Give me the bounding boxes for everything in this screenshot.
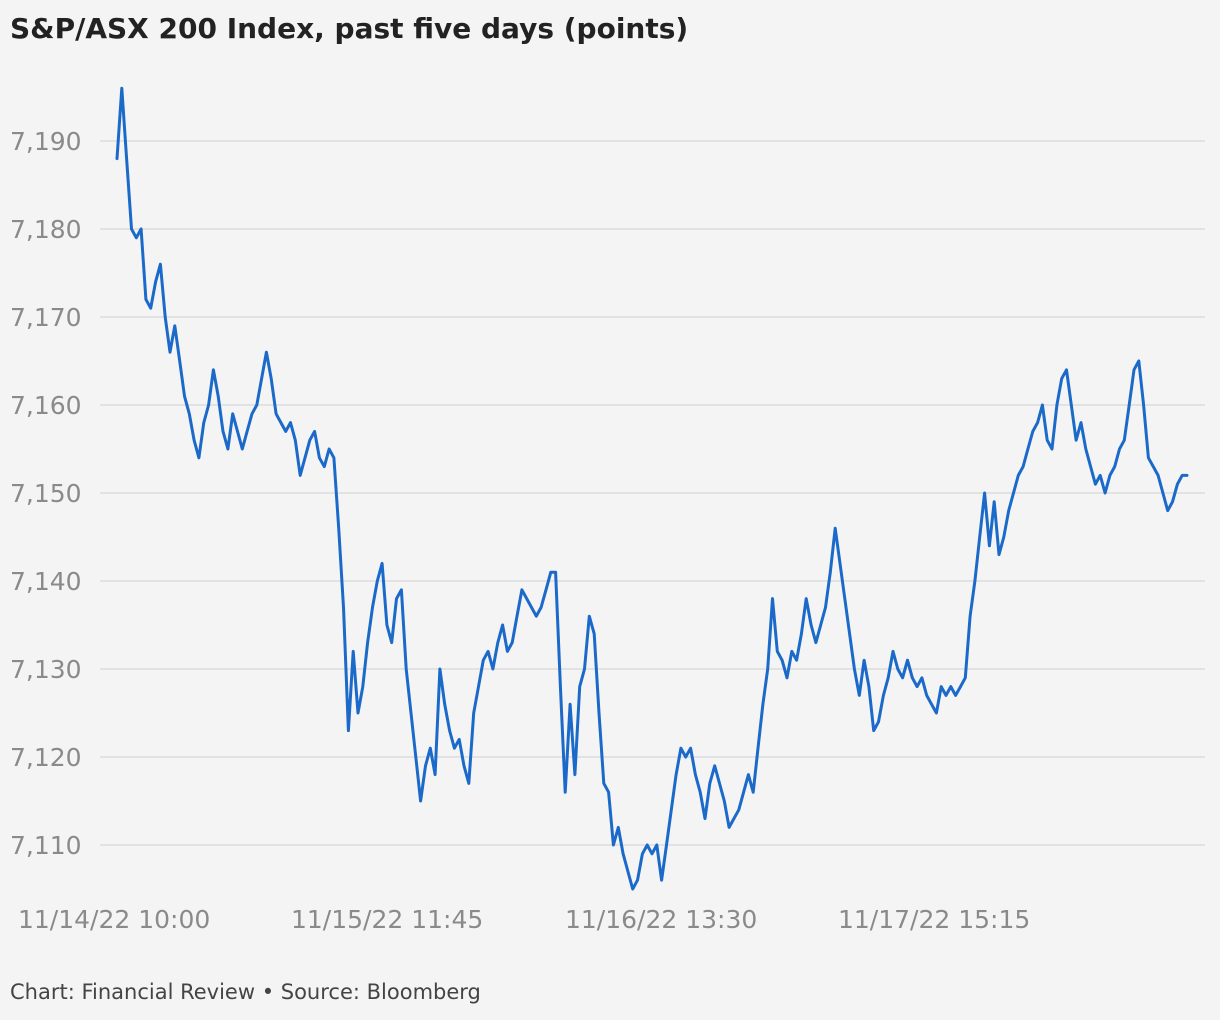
y-tick-label: 7,140	[10, 567, 82, 596]
y-tick-label: 7,170	[10, 303, 82, 332]
gridlines	[100, 140, 1205, 846]
y-tick-label: 7,160	[10, 391, 82, 420]
chart-title: S&P/ASX 200 Index, past five days (point…	[10, 12, 689, 45]
y-tick-label: 7,180	[10, 215, 82, 244]
chart-source-footer: Chart: Financial Review • Source: Bloomb…	[10, 980, 481, 1004]
y-tick-label: 7,130	[10, 655, 82, 684]
y-tick-label: 7,110	[10, 831, 82, 860]
series-line	[115, 86, 1189, 891]
y-tick-label: 7,120	[10, 743, 82, 772]
line-chart: 7,110 7,120 7,130 7,140 7,150 7,160 7,170 7,180…	[10, 86, 1205, 934]
series-layer	[115, 86, 1189, 891]
x-tick-label: 11/14/22 10:00	[18, 905, 210, 934]
x-tick-label: 11/16/22 13:30	[565, 905, 757, 934]
y-axis-tick-labels: 7,110 7,120 7,130 7,140 7,150 7,160 7,170 7,180…	[10, 127, 82, 860]
x-tick-label: 11/15/22 11:45	[291, 905, 483, 934]
x-axis-tick-labels: 11/14/22 10:00 11/15/22 11:45 11/16/22 13:…	[18, 905, 1030, 934]
y-tick-label: 7,190	[10, 127, 82, 156]
y-tick-label: 7,150	[10, 479, 82, 508]
x-tick-label: 11/17/22 15:15	[838, 905, 1030, 934]
